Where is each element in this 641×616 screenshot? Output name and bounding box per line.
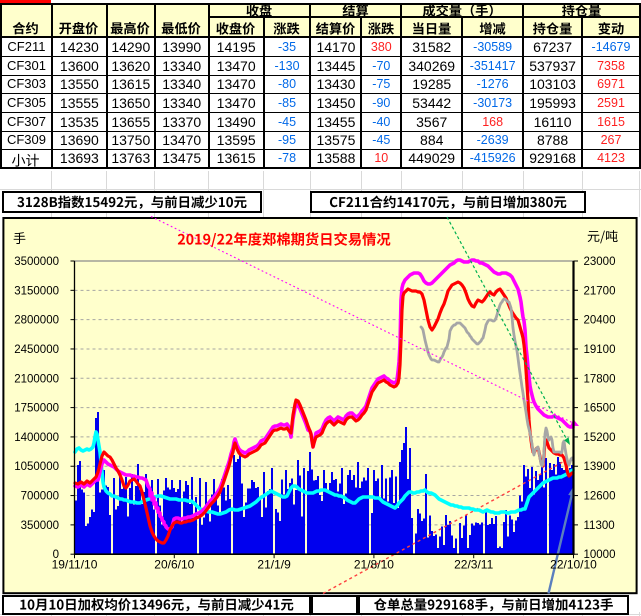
svg-text:700000: 700000	[21, 491, 59, 503]
svg-text:19100: 19100	[584, 344, 616, 356]
svg-text:2800000: 2800000	[14, 315, 59, 327]
svg-text:1400000: 1400000	[14, 432, 59, 444]
svg-text:15200: 15200	[584, 432, 616, 444]
svg-text:17800: 17800	[584, 373, 616, 385]
svg-text:19/11/10: 19/11/10	[52, 558, 98, 572]
svg-text:22/3/11: 22/3/11	[454, 558, 493, 572]
svg-text:10000: 10000	[584, 549, 616, 561]
svg-text:3500000: 3500000	[14, 256, 59, 268]
svg-text:1750000: 1750000	[14, 403, 59, 415]
svg-text:1050000: 1050000	[14, 461, 59, 473]
svg-text:21/1/9: 21/1/9	[257, 558, 291, 572]
svg-text:16500: 16500	[584, 403, 616, 415]
svg-text:3150000: 3150000	[14, 285, 59, 297]
svg-text:23000: 23000	[584, 256, 616, 268]
svg-text:20400: 20400	[584, 315, 616, 327]
svg-text:20/6/10: 20/6/10	[154, 558, 194, 572]
svg-text:13900: 13900	[584, 461, 616, 473]
svg-text:350000: 350000	[21, 520, 59, 532]
svg-text:2450000: 2450000	[14, 344, 59, 356]
svg-text:0: 0	[53, 549, 59, 561]
svg-text:12600: 12600	[584, 491, 616, 503]
svg-text:22/10/10: 22/10/10	[550, 558, 597, 572]
svg-text:11300: 11300	[584, 520, 615, 532]
svg-text:2100000: 2100000	[14, 373, 59, 385]
svg-text:21700: 21700	[584, 285, 616, 297]
svg-text:21/8/10: 21/8/10	[354, 558, 394, 572]
